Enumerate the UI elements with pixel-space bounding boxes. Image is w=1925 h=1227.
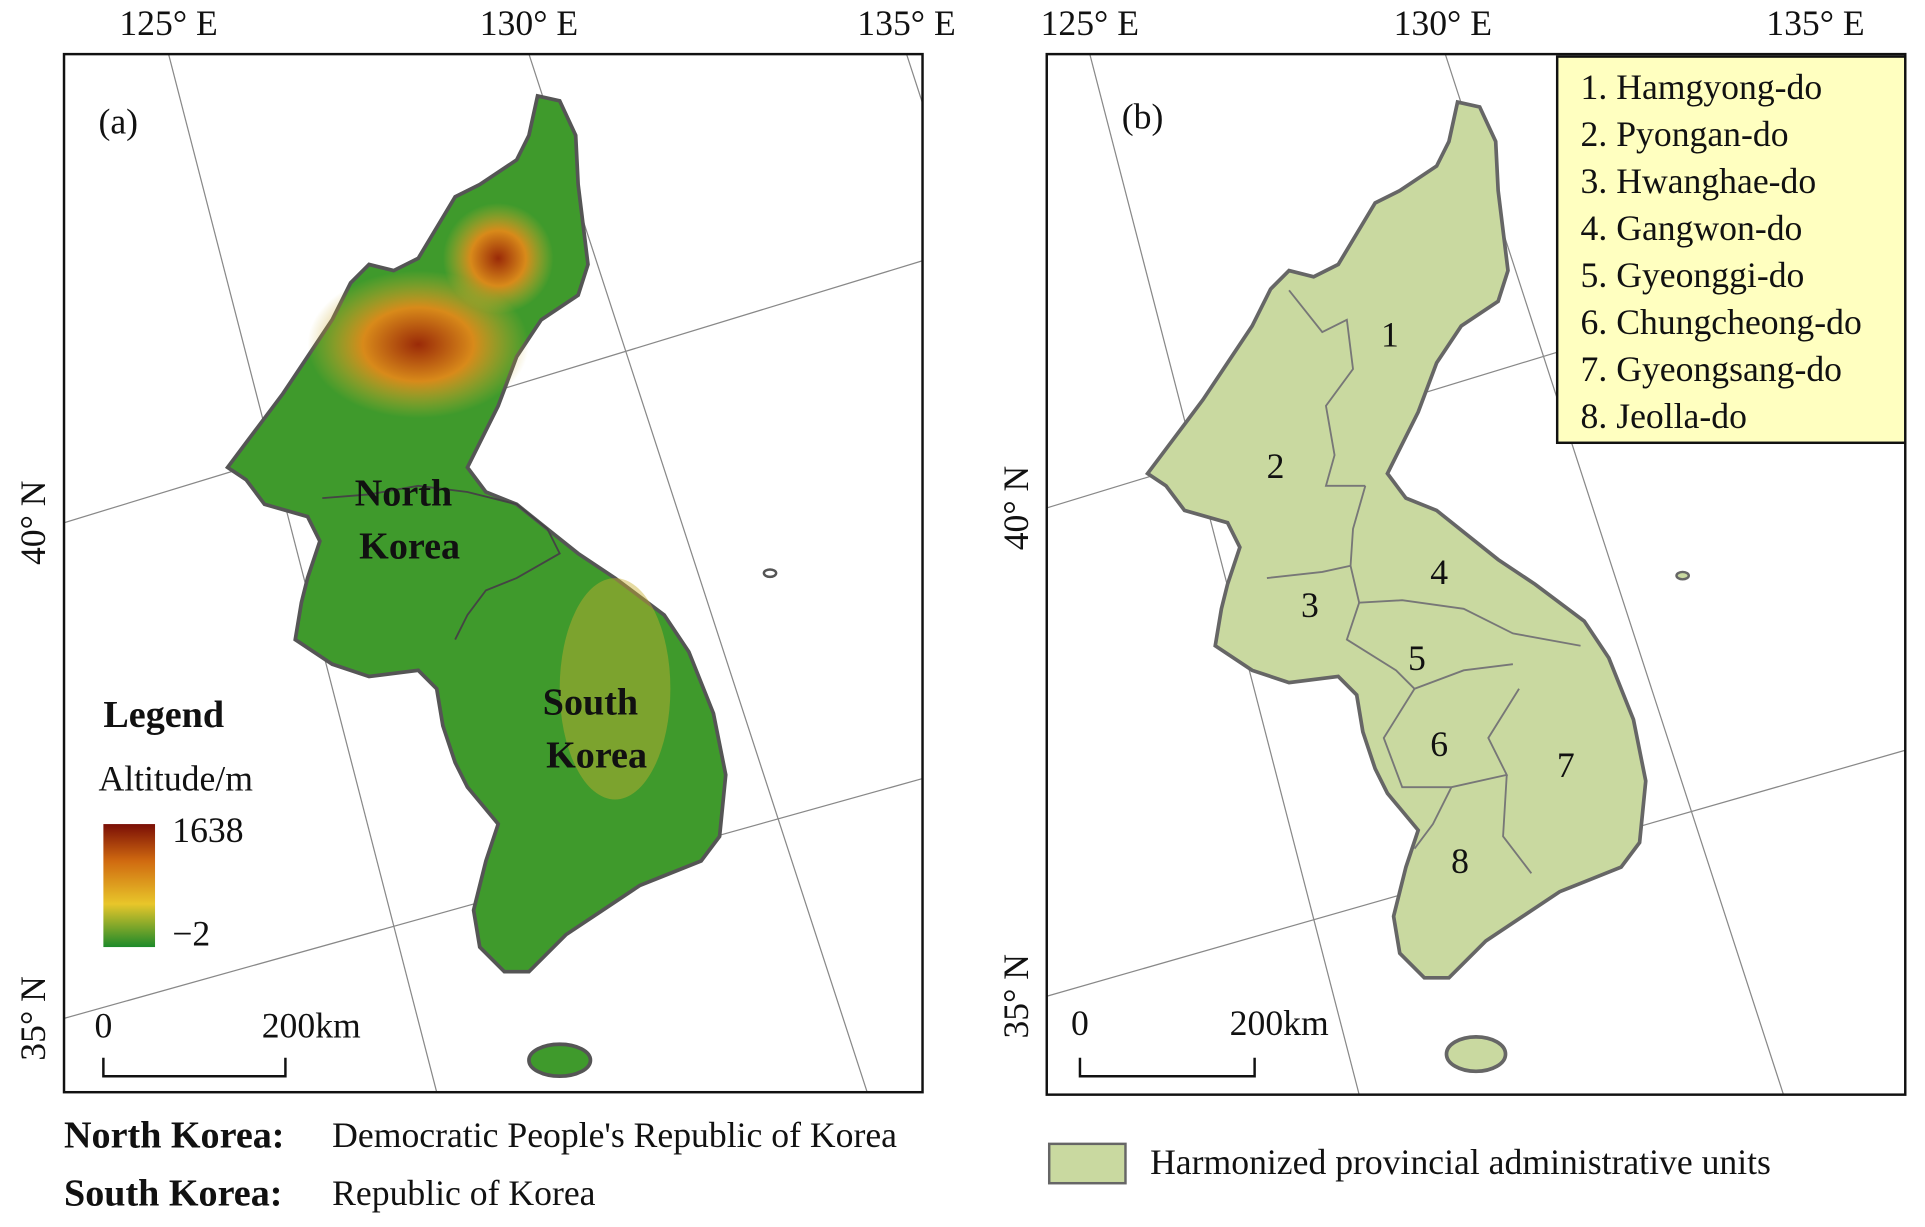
- jeju: [527, 1042, 593, 1079]
- swatch: [1047, 1142, 1127, 1185]
- region-label: Korea: [359, 526, 460, 568]
- scale-bar: [1078, 1057, 1256, 1078]
- highland: [442, 202, 554, 314]
- scale-label: 0: [1071, 1003, 1089, 1043]
- island: [762, 568, 778, 579]
- swatch-label: Harmonized provincial administrative uni…: [1150, 1142, 1771, 1182]
- jeju: [1444, 1035, 1508, 1074]
- province-number: 1: [1381, 314, 1399, 354]
- lat-label: 40° N: [996, 466, 1036, 551]
- color-ramp: [103, 824, 156, 948]
- frame: [1045, 52, 1907, 1096]
- region-label: Korea: [546, 735, 647, 777]
- key-entry: 6. Chungcheong-do: [1581, 302, 1862, 342]
- panel-a: 125° E 130° E 135° E 40° N 35° N (a) Nor…: [13, 3, 956, 1094]
- lat-label: 40° N: [13, 480, 53, 565]
- key-entry: 5. Gyeonggi-do: [1581, 255, 1805, 295]
- province-number: 5: [1408, 638, 1426, 678]
- lon-label: 130° E: [1394, 3, 1492, 43]
- province-labels: 1 2 3 4 5 6 7 8: [1267, 314, 1575, 880]
- key: 1. Hamgyong-do 2. Pyongan-do 3. Hwanghae-d…: [1581, 67, 1862, 436]
- legend-max: 1638: [172, 810, 243, 850]
- note-text: Republic of Korea: [332, 1173, 596, 1213]
- panel-label: (b): [1122, 97, 1164, 137]
- region-label: South: [543, 682, 638, 724]
- province-number: 8: [1451, 841, 1469, 881]
- province-number: 4: [1430, 552, 1448, 592]
- lat-label: 35° N: [996, 954, 1036, 1039]
- scale-label: 0: [94, 1006, 112, 1046]
- note-term: South Korea:: [64, 1172, 282, 1214]
- province-number: 7: [1557, 745, 1575, 785]
- legend-min: −2: [172, 913, 210, 953]
- scale-bar: [102, 1057, 287, 1078]
- lat-label: 35° N: [13, 976, 53, 1061]
- key-entry: 8. Jeolla-do: [1581, 396, 1747, 436]
- note-text: Democratic People's Republic of Korea: [332, 1115, 897, 1155]
- key-entry: 3. Hwanghae-do: [1581, 161, 1817, 201]
- frame: [62, 52, 924, 1094]
- province-number: 2: [1267, 446, 1285, 486]
- key-entry: 4. Gangwon-do: [1581, 208, 1803, 248]
- scale-label: 200km: [1230, 1003, 1329, 1043]
- footer: North Korea: Democratic People's Republi…: [64, 1115, 1771, 1215]
- key-entry: 7. Gyeongsang-do: [1581, 349, 1842, 389]
- key-entry: 1. Hamgyong-do: [1581, 67, 1823, 107]
- lon-label: 135° E: [1766, 3, 1864, 43]
- panel-label: (a): [98, 102, 138, 142]
- panel-b: 125° E 130° E 135° E 40° N 35° N (b) 1 2 3…: [996, 3, 1907, 1096]
- border: [322, 484, 561, 640]
- lon-label: 130° E: [480, 3, 578, 43]
- key-box: [1555, 55, 1907, 445]
- highland: [559, 578, 671, 800]
- lon-label: 125° E: [119, 3, 217, 43]
- lon-label: 125° E: [1041, 3, 1139, 43]
- note-term: North Korea:: [64, 1115, 285, 1157]
- province-boundaries: [1266, 289, 1581, 874]
- province-number: 3: [1301, 585, 1319, 625]
- island: [1675, 570, 1691, 581]
- lon-label: 135° E: [857, 3, 955, 43]
- legend-subtitle: Altitude/m: [98, 758, 253, 798]
- legend-title: Legend: [103, 694, 224, 736]
- key-entry: 2. Pyongan-do: [1581, 114, 1789, 154]
- region-label: North: [355, 473, 452, 515]
- scale-label: 200km: [262, 1006, 361, 1046]
- province-number: 6: [1430, 724, 1448, 764]
